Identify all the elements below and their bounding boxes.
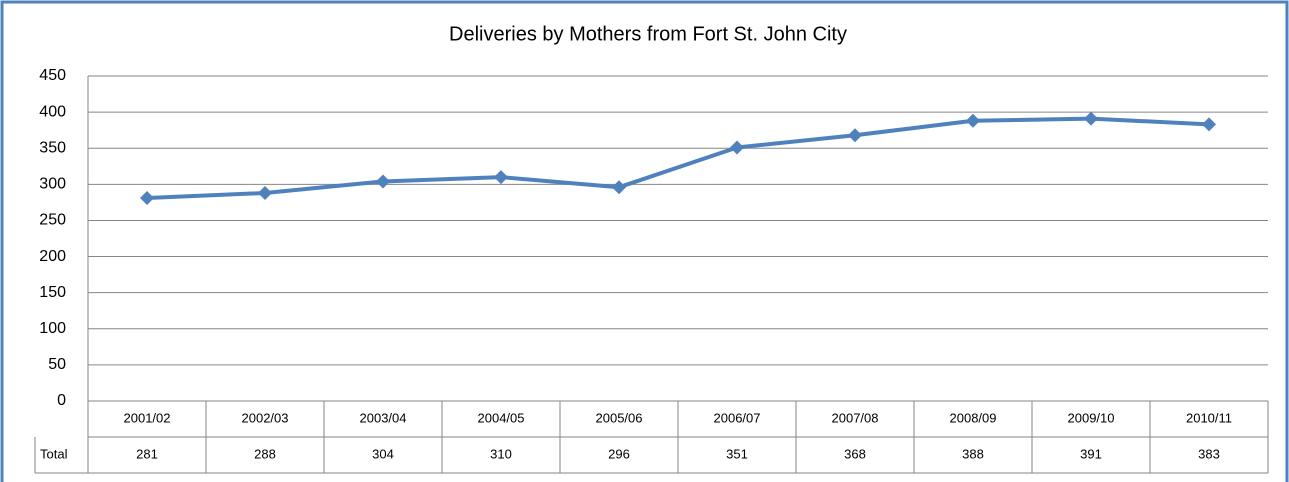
x-tick-label: 2005/06 [596,410,643,425]
x-tick-label: 2003/04 [360,410,407,425]
data-point [494,170,508,185]
data-point [1084,111,1098,126]
data-table-value: 310 [490,446,512,461]
data-table-value: 304 [372,446,394,461]
x-tick-label: 2001/02 [124,410,171,425]
data-table-value: 388 [962,446,984,461]
y-tick-label: 350 [39,139,66,156]
data-line [146,116,1210,201]
chart-title: Deliveries by Mothers from Fort St. John… [449,23,847,45]
x-tick-label: 2007/08 [832,410,879,425]
x-tick-label: 2009/10 [1068,410,1115,425]
data-table-value: 296 [608,446,630,461]
data-point [612,180,626,195]
y-tick-label: 0 [57,392,66,409]
x-tick-label: 2006/07 [714,410,761,425]
x-tick-label: 2002/03 [242,410,289,425]
x-tick-label: 2008/09 [950,410,997,425]
legend-label: Total [40,446,68,461]
data-table-value: 351 [726,446,748,461]
data-table-value: 368 [844,446,866,461]
data-point [730,140,744,155]
x-tick-label: 2004/05 [478,410,525,425]
data-point [848,128,862,143]
data-point [966,113,980,128]
y-tick-label: 50 [48,356,66,373]
data-point [140,191,154,206]
y-tick-label: 100 [39,320,66,337]
y-tick-label: 450 [39,67,66,84]
data-table-value: 288 [254,446,276,461]
data-table-value: 391 [1080,446,1102,461]
y-tick-label: 400 [39,103,66,120]
x-tick-label: 2010/11 [1186,410,1232,425]
y-tick-label: 300 [39,176,66,193]
data-table-value: 383 [1198,446,1220,461]
data-point [1202,117,1216,132]
data-point [258,186,272,200]
data-table-value: 281 [136,446,158,461]
y-tick-label: 200 [39,248,66,265]
data-point [376,174,390,189]
y-tick-label: 150 [39,284,66,301]
y-tick-label: 250 [39,212,66,229]
